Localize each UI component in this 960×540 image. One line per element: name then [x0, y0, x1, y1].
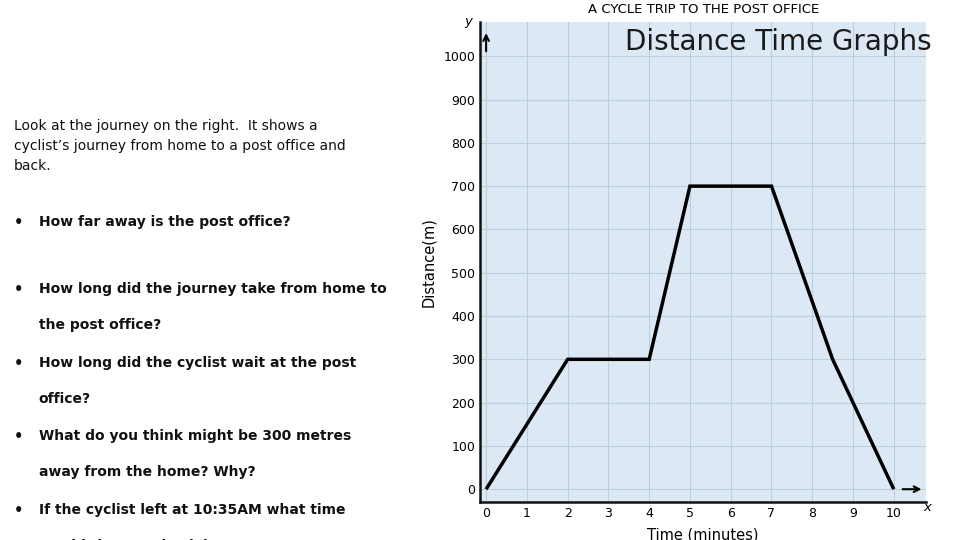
X-axis label: Time (minutes): Time (minutes) — [647, 527, 759, 540]
Text: •: • — [13, 429, 23, 444]
Y-axis label: Distance(m): Distance(m) — [421, 217, 436, 307]
Text: office?: office? — [38, 392, 91, 406]
Text: Look at the journey on the right.  It shows a
cyclist’s journey from home to a p: Look at the journey on the right. It sho… — [13, 119, 346, 173]
Text: y: y — [464, 15, 471, 28]
Text: How long did the cyclist wait at the post: How long did the cyclist wait at the pos… — [38, 356, 356, 370]
Text: •: • — [13, 503, 23, 518]
Text: would they get back home?: would they get back home? — [38, 539, 254, 540]
Text: Distance Time Graphs: Distance Time Graphs — [625, 28, 931, 56]
Text: x: x — [924, 501, 931, 514]
Text: What do you think might be 300 metres: What do you think might be 300 metres — [38, 429, 351, 443]
Text: •: • — [13, 215, 23, 230]
Text: •: • — [13, 356, 23, 371]
Text: the post office?: the post office? — [38, 318, 161, 332]
Text: How long did the journey take from home to: How long did the journey take from home … — [38, 282, 387, 296]
Text: •: • — [13, 282, 23, 297]
Title: A CYCLE TRIP TO THE POST OFFICE: A CYCLE TRIP TO THE POST OFFICE — [588, 3, 819, 16]
Text: If the cyclist left at 10:35AM what time: If the cyclist left at 10:35AM what time — [38, 503, 346, 517]
Text: away from the home? Why?: away from the home? Why? — [38, 465, 255, 480]
Text: How far away is the post office?: How far away is the post office? — [38, 215, 290, 229]
